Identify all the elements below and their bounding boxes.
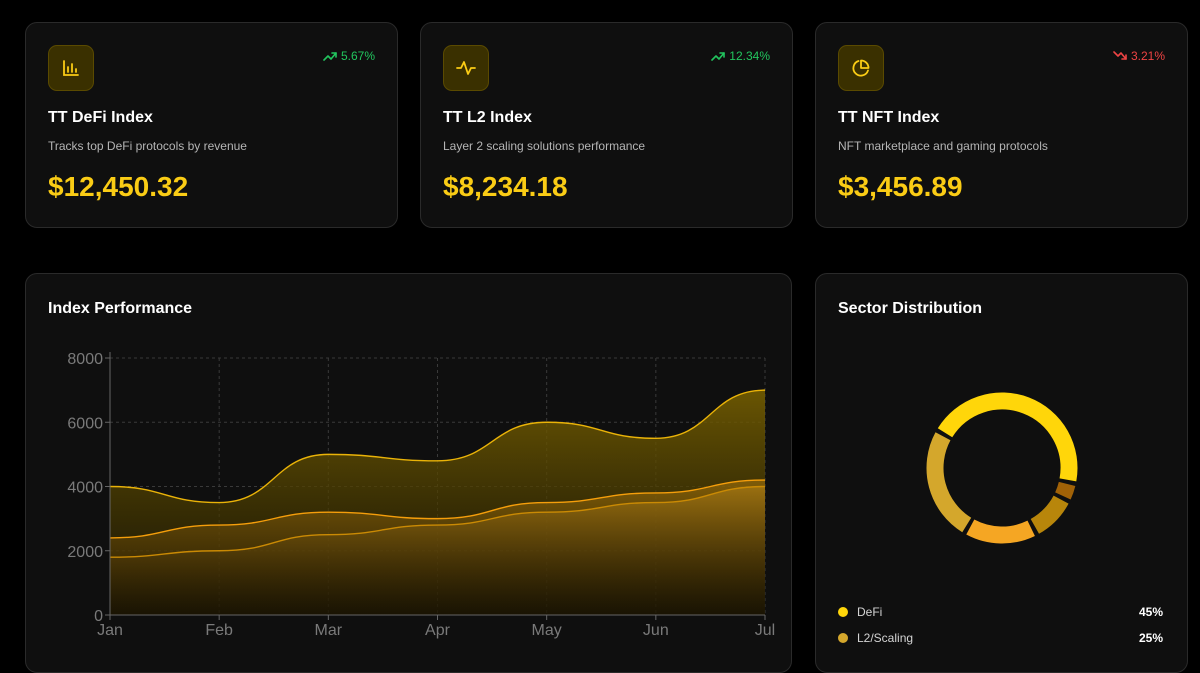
trending-down-icon: [1113, 51, 1127, 60]
legend-label: L2/Scaling: [857, 631, 914, 645]
legend-swatch: [838, 633, 848, 643]
panel-title: Sector Distribution: [838, 300, 983, 317]
x-tick-label: Mar: [315, 622, 343, 639]
card-value: $12,450.32: [48, 171, 189, 202]
y-tick-label: 0: [94, 608, 103, 625]
change-badge: 12.34%: [711, 49, 770, 63]
y-tick-label: 2000: [67, 544, 103, 561]
change-badge: 3.21%: [1113, 49, 1165, 63]
sector-distribution-panel: Sector Distribution DeFi 45% L2/Scaling …: [815, 273, 1188, 673]
card-title: TT NFT Index: [838, 109, 940, 126]
activity-icon: [443, 45, 489, 91]
legend-percent: 25%: [1138, 631, 1163, 645]
donut-slice-4: [966, 519, 1035, 544]
card-description: NFT marketplace and gaming protocols: [838, 139, 1048, 153]
donut-slice-defi: [937, 392, 1078, 482]
legend-percent: 45%: [1138, 605, 1163, 619]
area-series-1-line: [109, 389, 766, 504]
pie-chart-icon: [838, 45, 884, 91]
legend-item-l2-scaling: L2/Scaling 25%: [838, 631, 1163, 645]
y-tick-label: 8000: [67, 351, 103, 368]
change-value: 3.21%: [1130, 49, 1165, 63]
x-tick-label: Jun: [643, 622, 669, 639]
y-tick-label: 6000: [67, 415, 103, 432]
donut-slice-3: [1030, 495, 1069, 534]
donut-slice-2: [1055, 481, 1076, 500]
change-badge: 5.67%: [323, 49, 375, 63]
index-performance-panel: Index Performance 0 2000 4000 6000 8000 Jan Fe…: [25, 273, 792, 673]
x-tick-label: Apr: [425, 622, 451, 639]
area-series-3-fill: [110, 486, 765, 615]
trending-up-icon: [711, 52, 726, 61]
x-tick-label: Jul: [755, 622, 775, 639]
trending-up-icon: [323, 52, 337, 61]
legend-swatch: [838, 607, 848, 617]
area-series-2-line: [109, 479, 766, 539]
legend-item-defi: DeFi 45%: [838, 605, 1163, 619]
y-tick-label: 4000: [67, 480, 103, 497]
sector-donut-chart: [926, 392, 1078, 544]
card-value: $8,234.18: [443, 171, 568, 202]
change-value: 5.67%: [340, 49, 375, 63]
index-performance-chart: 0 2000 4000 6000 8000 Jan Feb Mar Apr May Jun Jul: [67, 351, 775, 639]
card-value: $3,456.89: [838, 171, 963, 202]
card-description: Tracks top DeFi protocols by revenue: [48, 139, 247, 153]
nft-index-card[interactable]: 3.21% TT NFT Index NFT marketplace and g…: [815, 22, 1188, 228]
donut-slice-l2-scaling: [926, 432, 972, 533]
card-title: TT L2 Index: [443, 109, 532, 126]
x-tick-label: Jan: [97, 622, 123, 639]
legend-label: DeFi: [857, 605, 883, 619]
x-tick-label: Feb: [205, 622, 233, 639]
bar-chart-icon: [48, 45, 94, 91]
panel-title: Index Performance: [48, 300, 193, 317]
card-title: TT DeFi Index: [48, 109, 153, 126]
change-value: 12.34%: [729, 49, 770, 63]
card-description: Layer 2 scaling solutions performance: [443, 139, 646, 153]
l2-index-card[interactable]: 12.34% TT L2 Index Layer 2 scaling solut…: [420, 22, 793, 228]
area-series-3-line: [109, 485, 766, 558]
defi-index-card[interactable]: 5.67% TT DeFi Index Tracks top DeFi prot…: [25, 22, 398, 228]
x-tick-label: May: [532, 622, 562, 639]
